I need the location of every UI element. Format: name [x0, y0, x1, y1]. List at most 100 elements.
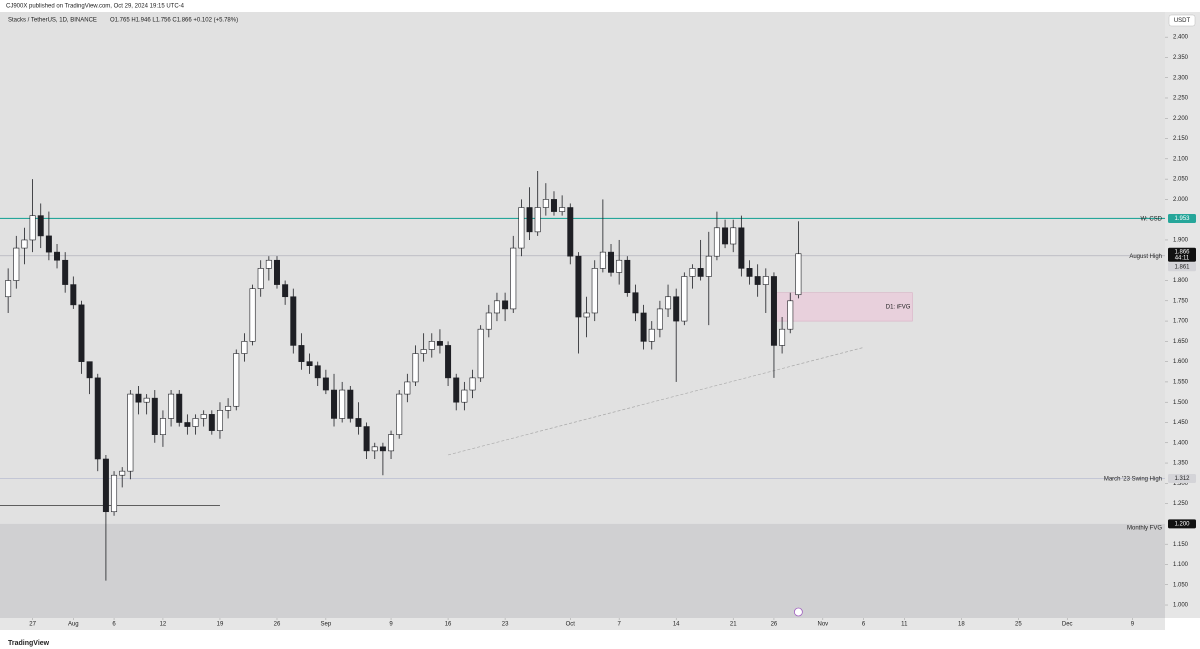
currency: USDT [1174, 18, 1191, 24]
time-axis [0, 618, 1165, 630]
monthly-fvg-zone [0, 523, 1165, 618]
y-tick-label: 2.000 [1173, 197, 1189, 203]
candle-body [94, 377, 101, 460]
candle-body [746, 268, 753, 277]
x-tick-label: 18 [958, 622, 965, 628]
candle-body [436, 341, 443, 346]
y-tick-label: 1.000 [1173, 603, 1189, 609]
x-tick-label: 19 [217, 622, 224, 628]
y-tick-label: 1.600 [1173, 359, 1189, 365]
candle-body [428, 341, 435, 350]
candle-body [298, 345, 305, 362]
candle-body [616, 259, 623, 273]
x-tick-label: 23 [502, 622, 509, 628]
candle-body [388, 434, 395, 452]
candle-body [13, 247, 20, 281]
candle-body [54, 251, 61, 261]
y-tick-label: 1.100 [1173, 562, 1189, 568]
x-tick-label: Oct [566, 622, 576, 628]
candle-body [233, 353, 240, 407]
x-tick-label: 14 [673, 622, 680, 628]
y-tick-label: 2.200 [1173, 116, 1189, 122]
candle-body [640, 312, 647, 342]
candle-body [681, 276, 688, 322]
candle-body [274, 259, 280, 285]
y-tick-label: 1.300 [1173, 481, 1189, 487]
x-tick-label: 6 [862, 622, 866, 628]
chart-title: Stacks / TetherUS, 1D, BINANCE [8, 18, 97, 24]
level-price-box [1168, 262, 1196, 272]
candle-body [518, 207, 525, 249]
candle-body [534, 207, 541, 233]
candle-body [689, 268, 696, 277]
level-price: 1.953 [1174, 216, 1190, 222]
candle-body [290, 296, 297, 346]
ohlc-legend: O1.765 H1.946 L1.756 C1.866 +0.102 (+5.7… [110, 18, 238, 24]
y-tick-label: 1.150 [1173, 542, 1189, 548]
candle-body [542, 199, 549, 208]
candle-body [21, 239, 28, 249]
y-tick-label: 2.150 [1173, 136, 1189, 142]
candle-body [396, 393, 403, 435]
current-price-box [1168, 247, 1196, 262]
candle-body [754, 276, 761, 285]
candle-body [208, 414, 215, 431]
candle-body [151, 397, 158, 435]
event-icon [793, 607, 803, 617]
candle-body [583, 312, 590, 318]
candle-body [599, 251, 606, 269]
monthly-fvg-price: 1.200 [1174, 521, 1190, 527]
candle-body [632, 292, 639, 314]
candle-body [257, 268, 264, 289]
y-tick-label: 2.300 [1173, 75, 1189, 81]
y-tick-label: 1.350 [1173, 461, 1189, 467]
candle-body [550, 199, 557, 212]
candle-body [648, 328, 655, 342]
candle-body [200, 414, 207, 419]
y-tick-label: 1.550 [1173, 380, 1189, 386]
candle-body [591, 268, 598, 314]
candle-body [665, 296, 672, 310]
candle-body [5, 280, 12, 298]
candle-body [45, 235, 52, 253]
candle-body [322, 377, 329, 391]
candle-body [306, 361, 313, 367]
y-tick-label: 2.400 [1173, 35, 1189, 41]
countdown: 44:11 [1175, 255, 1190, 261]
candle-body [770, 276, 777, 346]
x-tick-label: 26 [771, 622, 778, 628]
x-tick-label: 25 [1015, 622, 1022, 628]
candle-body [184, 422, 191, 427]
candle-body [168, 393, 175, 419]
level-price: 1.312 [1174, 476, 1190, 482]
level-price-box [1168, 213, 1196, 223]
x-tick-label: 6 [112, 622, 116, 628]
candle-body [567, 207, 574, 257]
y-tick-label: 2.350 [1173, 55, 1189, 61]
y-tick-label: 2.050 [1173, 177, 1189, 183]
candle-body [371, 446, 378, 452]
y-tick-label: 1.750 [1173, 298, 1189, 304]
candle-body [762, 276, 769, 285]
current-price: 1.866 [1174, 249, 1190, 255]
price-axis [1165, 12, 1200, 618]
candle-body [412, 353, 419, 383]
candle-body [119, 470, 126, 476]
candle-body [37, 215, 44, 237]
candle-body [225, 405, 232, 411]
candle-body [379, 446, 386, 452]
candle-body [795, 253, 802, 296]
candle-body [363, 426, 370, 452]
y-tick-label: 1.050 [1173, 582, 1189, 588]
currency-box [1168, 14, 1196, 27]
candle-body [445, 345, 452, 379]
level-price: 1.861 [1174, 264, 1190, 270]
y-tick-label: 1.400 [1173, 440, 1189, 446]
candle-body [192, 418, 199, 427]
candle-body [722, 227, 729, 245]
x-tick-label: 21 [730, 622, 737, 628]
x-tick-label: 26 [274, 622, 281, 628]
candle-body [461, 389, 468, 403]
trendline [447, 347, 864, 456]
